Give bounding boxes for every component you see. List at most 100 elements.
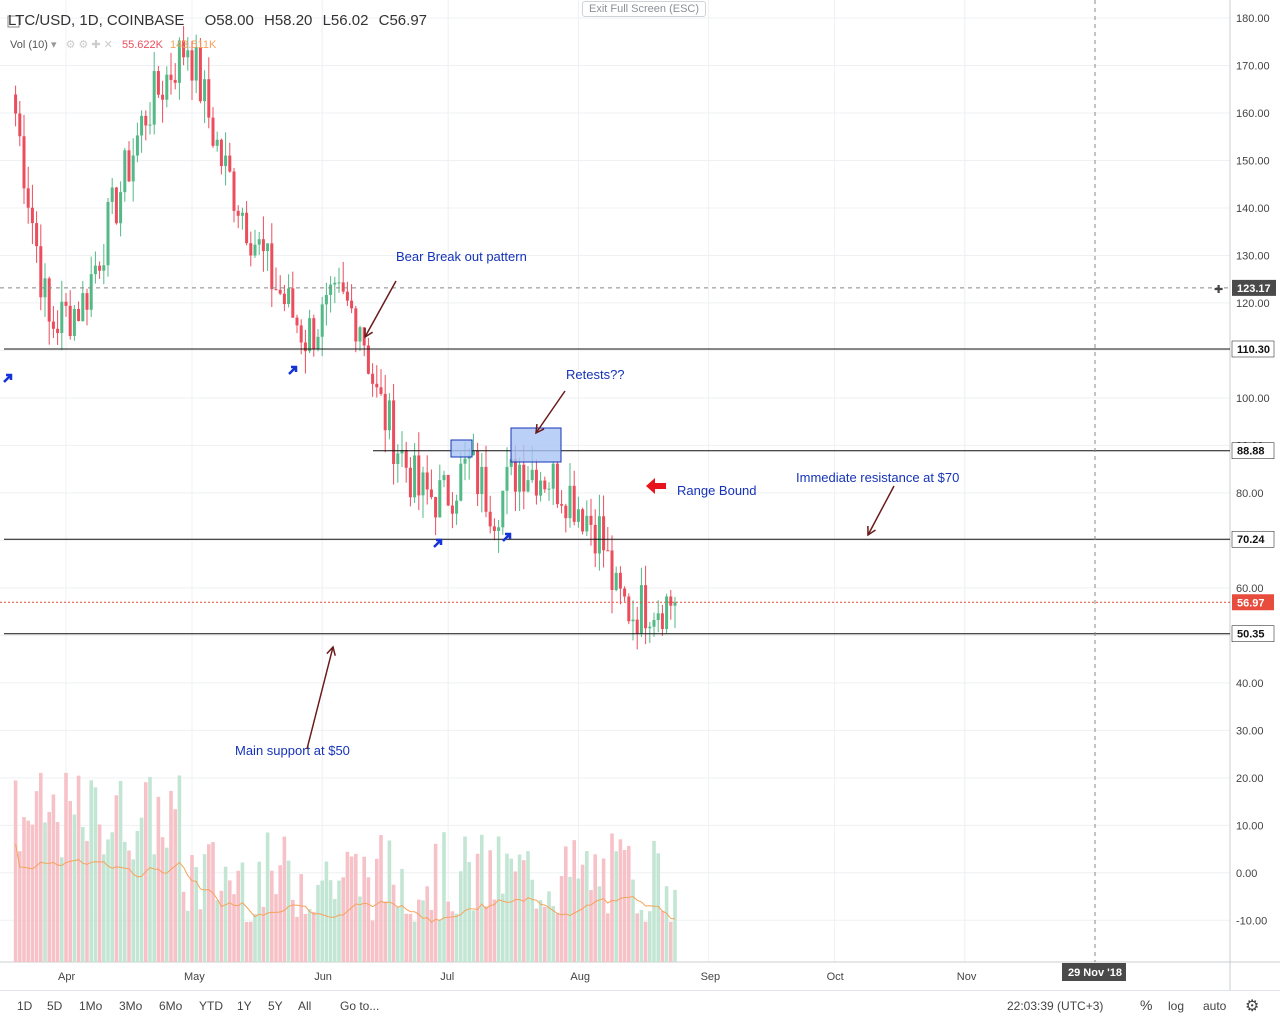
symbol-label[interactable]: LTC/USD, 1D, COINBASE [8,12,185,29]
volume-bar [627,845,631,962]
annotation-arrow [306,646,334,750]
annotation-label: Main support at $50 [235,743,350,758]
candle-body [274,289,278,291]
volume-bar [564,846,568,962]
candle-body [366,345,370,374]
volume-bar [316,884,320,962]
volume-bar [656,853,660,962]
candle-body [282,293,286,305]
annotation-arrowhead [867,525,876,537]
candle-body [446,475,450,506]
range-button-1y[interactable]: 1Y [237,999,252,1013]
volume-bar [286,860,291,962]
candle-body [232,171,236,211]
volume-bar [177,775,182,962]
candle-body [60,301,64,334]
exit-fullscreen-button[interactable]: Exit Full Screen (ESC) [582,1,707,17]
range-button-ytd[interactable]: YTD [199,999,223,1013]
settings-icon[interactable]: ⚙ ⚙ ✚ ✕ [65,39,113,51]
annotation-label: Bear Break out pattern [396,249,527,264]
level-tag-label: 70.24 [1237,534,1265,546]
candle-body [459,463,463,501]
range-button-5y[interactable]: 5Y [268,999,283,1013]
candle-body [169,74,173,80]
candle-body [140,115,144,136]
volume-bar [643,921,648,962]
volume-bar [89,780,93,962]
volume-bar [601,858,606,962]
volume-bar [576,878,581,962]
volume-bar [555,913,560,962]
y-tick-label: -10.00 [1236,915,1267,927]
y-tick-label: 10.00 [1236,820,1264,832]
candle-body [425,472,429,490]
candle-body [501,490,505,528]
candle-body [551,463,555,489]
candle-body [228,155,232,172]
candle-body [614,572,618,590]
volume-bar [320,880,324,962]
volume-bar [438,920,442,962]
candle-body [404,450,408,468]
volume-bar [253,914,257,962]
volume-bar [123,841,127,962]
log-toggle[interactable]: log [1168,999,1185,1013]
y-tick-label: 160.00 [1236,108,1270,120]
candle-body [656,613,660,621]
volume-bar [114,795,119,962]
volume-bar [572,840,576,962]
volume-bar [517,854,522,962]
x-tick-label: Sep [701,971,721,983]
volume-bar [43,822,47,962]
candle-body [270,243,274,290]
x-tick-label: Jul [440,971,454,983]
candle-body [350,300,354,309]
percent-toggle[interactable]: % [1140,997,1153,1013]
clock-label[interactable]: 22:03:39 (UTC+3) [1007,999,1104,1013]
candle-body [576,509,580,522]
volume-bar [207,844,211,962]
y-tick-label: 170.00 [1236,60,1270,72]
collapse-icon [7,15,20,28]
candle-body [81,293,85,321]
range-button-3mo[interactable]: 3Mo [119,999,143,1013]
volume-bar [534,908,539,962]
level-tag-bg [1231,442,1275,459]
goto-button[interactable]: Go to... [340,999,380,1013]
volume-bar [450,911,455,962]
level-tag-label: 88.88 [1237,446,1265,458]
volume-bar [400,868,404,962]
auto-toggle[interactable]: auto [1203,999,1227,1013]
volume-bar [165,847,169,962]
candle-body [156,71,160,95]
range-button-6mo[interactable]: 6Mo [159,999,183,1013]
candle-body [408,467,412,498]
candle-body [387,400,391,431]
volume-bar [257,861,261,962]
volume-bar [547,891,551,962]
volume-bar [543,906,547,962]
chevron-down-icon[interactable]: ▾ [50,39,57,51]
volume-bar [211,842,215,962]
range-button-5d[interactable]: 5D [47,999,63,1013]
range-button-1mo[interactable]: 1Mo [79,999,103,1013]
gear-icon[interactable]: ⚙ [1245,998,1260,1015]
candle-body [102,265,106,271]
range-button-all[interactable]: All [298,999,312,1013]
candle-body [665,596,669,629]
y-tick-label: 130.00 [1236,250,1270,262]
annotation-label: Range Bound [677,483,757,498]
volume-bar [68,801,72,962]
volume-bar [240,862,245,962]
volume-bar [299,874,303,962]
candle-body [312,318,316,349]
volume-bar [412,921,417,962]
candle-body [509,459,513,467]
range-button-1d[interactable]: 1D [17,999,33,1013]
volume-bar [131,859,135,962]
volume-bar [244,921,249,962]
volume-label[interactable]: Vol (10) [10,39,48,51]
candle-body [257,239,261,245]
candle-body [392,400,396,464]
